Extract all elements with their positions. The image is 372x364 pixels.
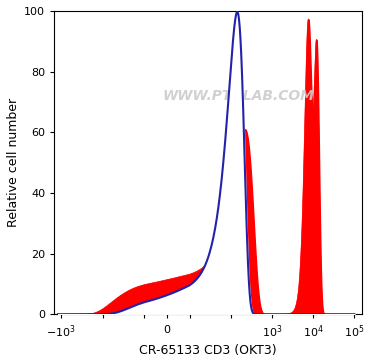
Text: WWW.PTGLAB.COM: WWW.PTGLAB.COM: [163, 89, 315, 103]
Y-axis label: Relative cell number: Relative cell number: [7, 98, 20, 227]
X-axis label: CR-65133 CD3 (OKT3): CR-65133 CD3 (OKT3): [139, 344, 277, 357]
